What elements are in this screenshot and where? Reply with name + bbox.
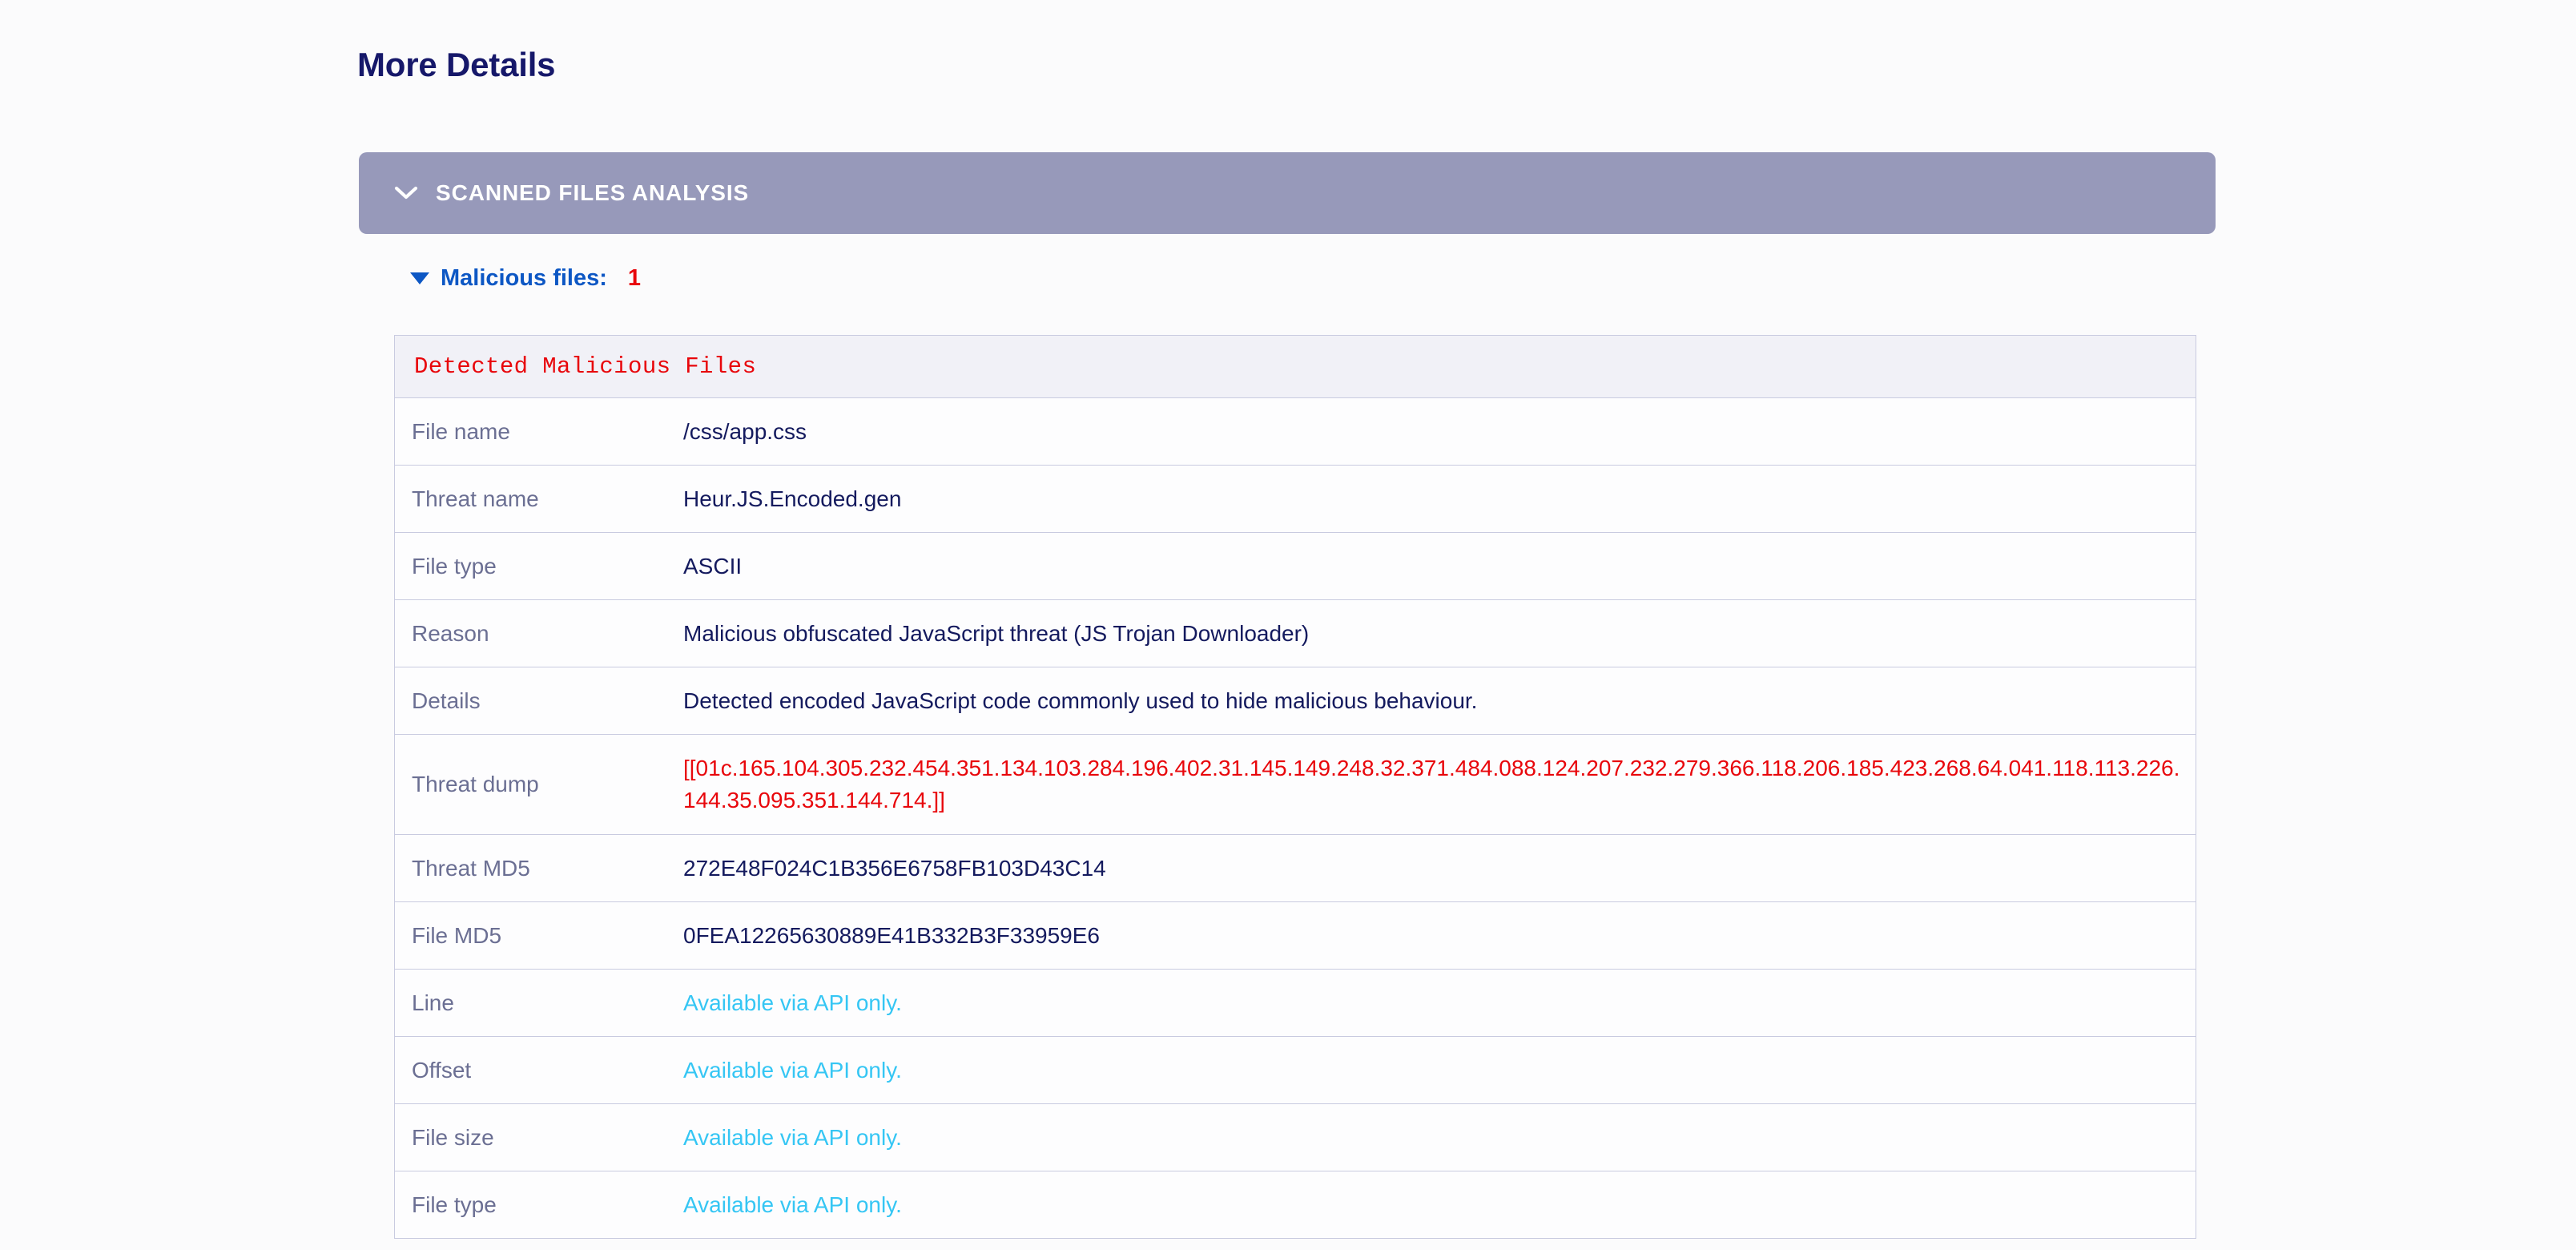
- row-label: File name: [412, 419, 510, 444]
- table-row: File type ASCII: [395, 533, 2196, 600]
- table-row: Reason Malicious obfuscated JavaScript th…: [395, 600, 2196, 667]
- row-value: Malicious obfuscated JavaScript threat (…: [683, 621, 1310, 646]
- row-label: Threat dump: [412, 772, 539, 797]
- table-row: File size Available via API only.: [395, 1103, 2196, 1171]
- row-value: Detected encoded JavaScript code commonl…: [683, 688, 1478, 713]
- row-value: [[01c.165.104.305.232.454.351.134.103.28…: [683, 756, 2180, 812]
- row-label: File type: [412, 554, 497, 579]
- detected-malicious-files-table: Detected Malicious Files File name/css/a…: [394, 335, 2196, 1239]
- malicious-files-toggle[interactable]: Malicious files: 1: [410, 267, 641, 290]
- row-value: ASCII: [683, 554, 743, 579]
- row-label: File MD5: [412, 922, 502, 948]
- table-body: File name/css/app.css Threat name Heur.JS.…: [395, 398, 2196, 1239]
- caret-down-icon: [410, 272, 429, 284]
- scanned-files-analysis-section-header[interactable]: SCANNED FILES ANALYSIS: [359, 152, 2216, 234]
- table-row: Threat MD5 272E48F024C1B356E6758FB103D43C…: [395, 834, 2196, 902]
- row-label: Reason: [412, 621, 489, 646]
- row-value: Heur.JS.Encoded.gen: [683, 486, 902, 511]
- row-label: File size: [412, 1124, 494, 1150]
- table-row: File MD5 0FEA12265630889E41B332B3F33959E6: [395, 901, 2196, 970]
- malicious-files-label: Malicious files:: [441, 265, 607, 291]
- row-label: Threat name: [412, 486, 539, 511]
- table-row: Offset Available via API only.: [395, 1036, 2196, 1104]
- row-label: Details: [412, 688, 481, 713]
- table-row: Threat name Heur.JS.Encoded.gen: [395, 466, 2196, 533]
- table-row: File type Available via API only.: [395, 1171, 2196, 1239]
- table-caption: Detected Malicious Files: [395, 336, 2196, 398]
- table-row: File name/css/app.css: [395, 398, 2196, 466]
- page-title: More Details: [357, 46, 556, 83]
- row-value-api-link[interactable]: Available via API only.: [683, 1192, 902, 1217]
- table-row: Threat dump [[01c.165.104.305.232.454.351…: [395, 735, 2196, 835]
- row-value: 0FEA12265630889E41B332B3F33959E6: [683, 922, 1100, 948]
- section-title-label: SCANNED FILES ANALYSIS: [436, 180, 750, 205]
- row-label: Line: [412, 990, 454, 1015]
- malicious-files-count: 1: [627, 265, 642, 291]
- row-label: Threat MD5: [412, 855, 530, 881]
- row-value: /css/app.css: [683, 419, 807, 444]
- row-value-api-link[interactable]: Available via API only.: [683, 1057, 902, 1083]
- table-row: Line Available via API only.: [395, 969, 2196, 1037]
- chevron-down-icon: [392, 179, 420, 207]
- table-row: Details Detected encoded JavaScript code …: [395, 667, 2196, 735]
- row-value-api-link[interactable]: Available via API only.: [683, 1124, 902, 1150]
- row-label: Offset: [412, 1057, 472, 1083]
- row-value-api-link[interactable]: Available via API only.: [683, 990, 902, 1015]
- row-label: File type: [412, 1192, 497, 1217]
- row-value: 272E48F024C1B356E6758FB103D43C14: [683, 855, 1106, 881]
